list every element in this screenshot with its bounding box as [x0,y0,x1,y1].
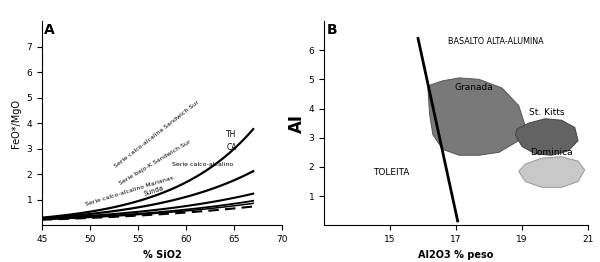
Text: Serie calco-alcalino Marianas: Serie calco-alcalino Marianas [85,175,175,207]
Text: TH: TH [226,130,236,139]
Text: BASALTO ALTA-ALUMINA: BASALTO ALTA-ALUMINA [448,37,544,46]
Polygon shape [428,78,526,155]
Text: A: A [44,23,55,37]
X-axis label: % SiO2: % SiO2 [143,250,181,260]
Polygon shape [518,157,584,187]
Y-axis label: AI: AI [288,114,306,133]
Text: Granada: Granada [455,84,494,92]
Text: St. Kitts: St. Kitts [529,108,565,117]
Text: TOLEITA: TOLEITA [373,168,410,177]
X-axis label: Al2O3 % peso: Al2O3 % peso [418,250,494,260]
Polygon shape [515,119,578,155]
Text: Dominica: Dominica [530,148,573,157]
Text: Serie calco-alcalina Sandwich Sur: Serie calco-alcalina Sandwich Sur [114,100,200,169]
Y-axis label: FeO*/MgO: FeO*/MgO [11,99,21,148]
Text: Serie bajo-K Sandwich Sur: Serie bajo-K Sandwich Sur [119,139,192,186]
Text: Sunda: Sunda [143,184,164,197]
Text: Serie calco-alcalino: Serie calco-alcalino [172,162,233,167]
Text: B: B [326,23,337,37]
Text: CA: CA [226,143,237,152]
